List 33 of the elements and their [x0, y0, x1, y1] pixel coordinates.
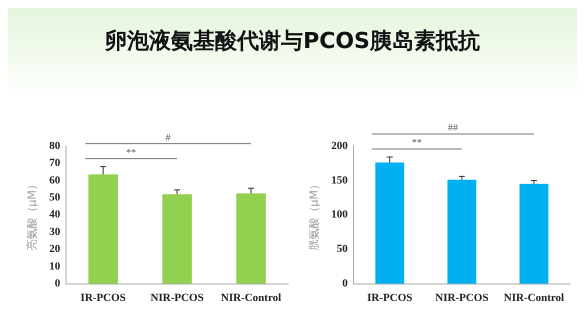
y-tick-label: 70 [49, 157, 61, 170]
y-tick-label: 80 [49, 140, 61, 152]
annotation: ** [412, 138, 422, 149]
y-tick-label: 150 [331, 174, 348, 186]
annotation: ** [126, 147, 136, 158]
y-tick-label: 200 [331, 140, 348, 152]
bar [162, 194, 192, 284]
bar [88, 174, 118, 284]
x-tick-label: NIR-Control [220, 292, 282, 304]
x-tick-label: NIR-Control [504, 292, 564, 304]
bar [520, 184, 548, 284]
y-tick-label: 100 [331, 208, 348, 221]
y-tick-label: 60 [49, 174, 61, 186]
bar [447, 180, 476, 284]
y-axis-title: 亮氨酸（μM） [25, 179, 38, 251]
y-tick-label: 50 [336, 243, 348, 256]
bar [236, 193, 266, 284]
y-tick-label: 10 [49, 260, 61, 272]
y-tick-label: 0 [342, 278, 348, 290]
text: ## [448, 122, 458, 134]
bar [375, 162, 404, 284]
x-tick-label: IR-PCOS [80, 292, 126, 304]
text: # [166, 132, 171, 144]
y-tick-label: 50 [49, 192, 61, 204]
x-tick-label: NIR-PCOS [150, 292, 204, 304]
y-tick-label: 30 [49, 226, 61, 238]
x-tick-label: NIR-PCOS [435, 292, 488, 304]
y-tick-label: 40 [49, 208, 61, 221]
chart-title: 卵泡液氨基酸代谢与PCOS胰岛素抵抗 [104, 28, 481, 56]
x-tick-label: IR-PCOS [367, 292, 412, 304]
y-tick-label: 20 [49, 243, 61, 256]
y-axis-title: 胱氨酸（μM） [307, 179, 320, 251]
y-tick-label: 0 [54, 278, 61, 290]
